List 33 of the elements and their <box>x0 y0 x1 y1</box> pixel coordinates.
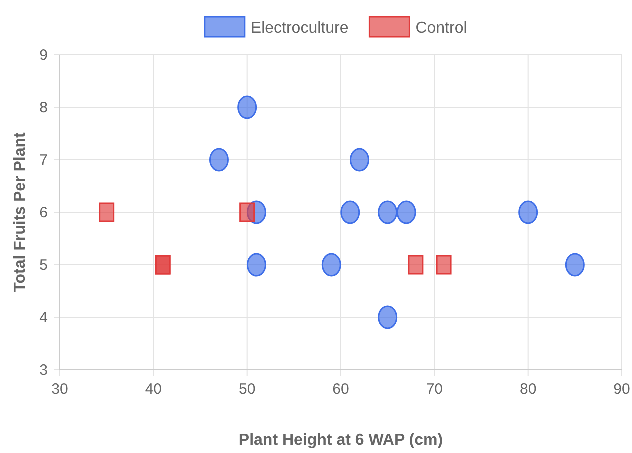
point <box>246 253 266 277</box>
point <box>436 255 452 275</box>
point <box>565 253 585 277</box>
point <box>396 200 416 224</box>
point <box>350 148 370 172</box>
point <box>209 148 229 172</box>
x-tick-label: 70 <box>426 381 444 398</box>
y-axis-title: Total Fruits Per Plant <box>12 132 29 292</box>
y-tick-label: 6 <box>40 204 48 222</box>
x-tick-label: 60 <box>332 381 350 398</box>
x-tick-label: 40 <box>145 381 162 398</box>
y-tick-label: 3 <box>40 362 48 379</box>
point <box>238 96 258 120</box>
point <box>408 255 424 275</box>
x-tick-label: 30 <box>52 381 68 398</box>
point <box>378 200 398 224</box>
point <box>518 200 538 224</box>
y-tick-label: 8 <box>40 100 48 116</box>
y-tick-label: 9 <box>40 47 48 64</box>
y-tick-label: 7 <box>40 152 48 169</box>
point <box>340 200 360 224</box>
point <box>240 202 256 222</box>
y-tick-label: 5 <box>40 257 48 274</box>
x-axis-title: Plant Height at 6 WAP (cm) <box>238 432 444 449</box>
point <box>99 202 115 222</box>
point <box>322 253 342 277</box>
point <box>378 306 398 330</box>
legend-label: Control <box>416 20 468 37</box>
x-tick-label: 90 <box>614 381 630 398</box>
x-tick-label: 50 <box>238 381 256 398</box>
legend-label: Electroculture <box>250 20 349 37</box>
y-tick-label: 4 <box>40 310 48 326</box>
x-tick-label: 80 <box>520 381 537 398</box>
